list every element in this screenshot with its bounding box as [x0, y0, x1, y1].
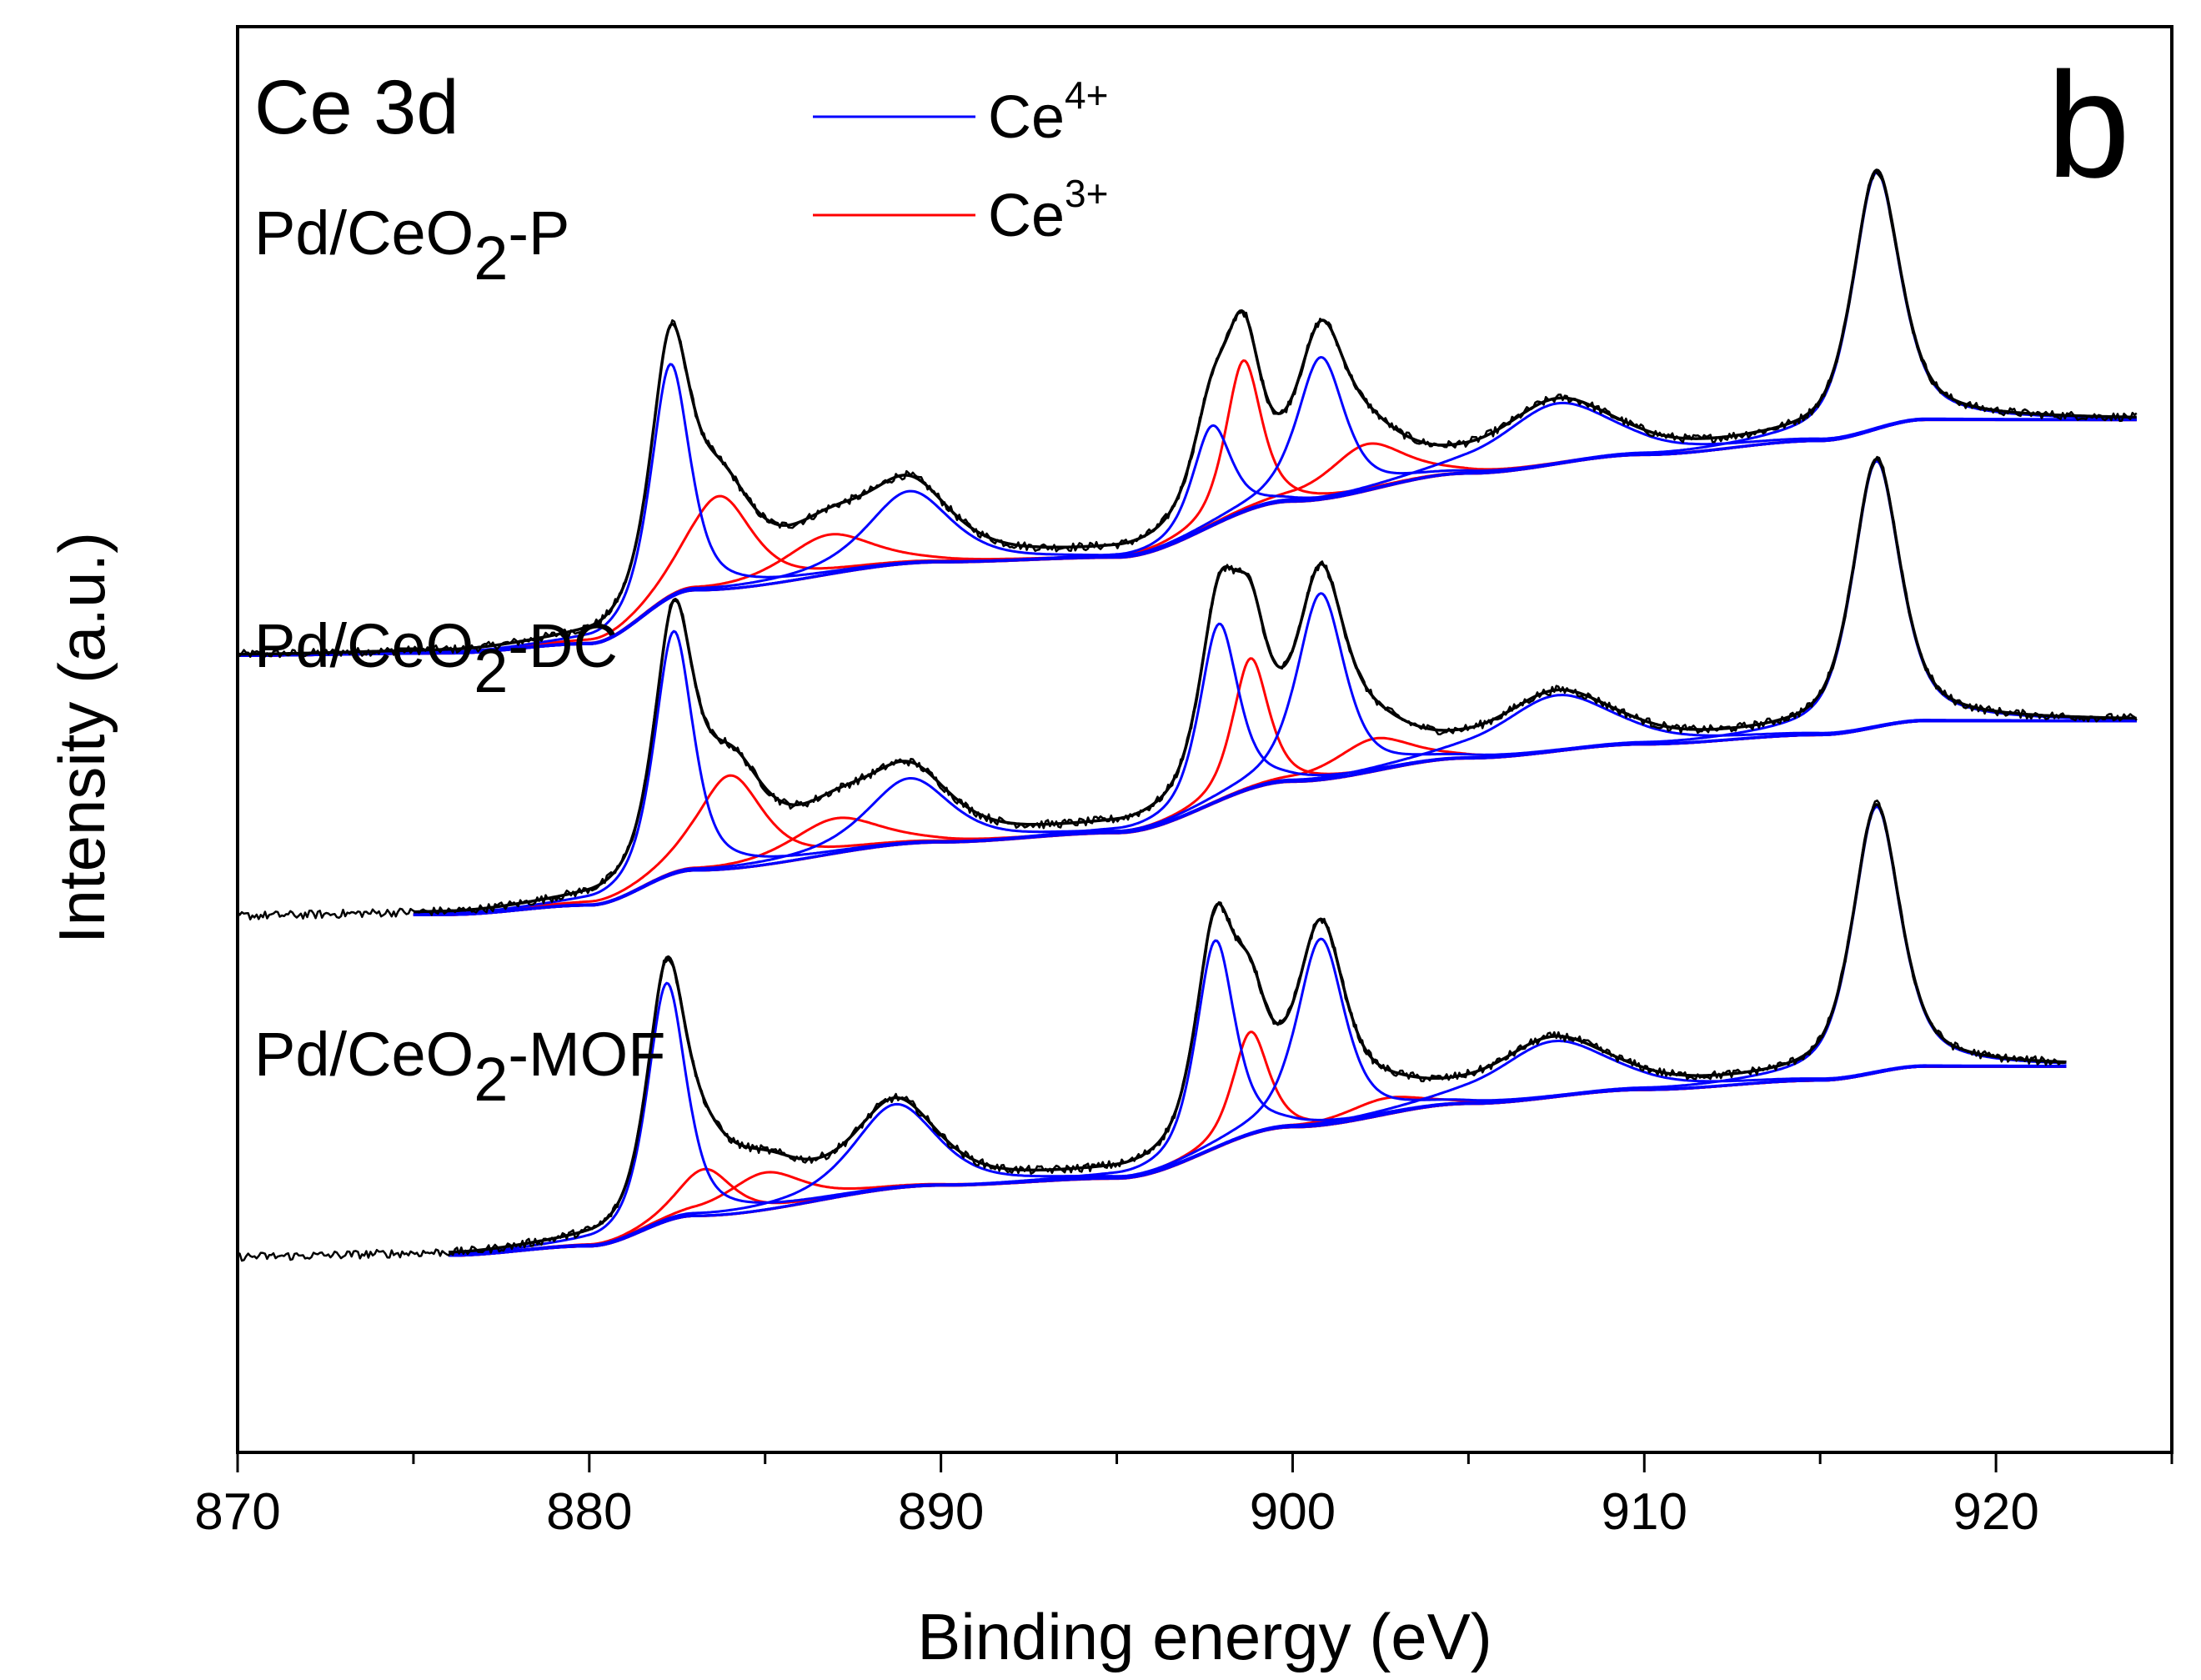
x-tick-label: 880 [546, 1483, 632, 1541]
sample-label-p: Pd/CeO2-P [254, 198, 569, 293]
x-tick-label: 870 [194, 1483, 280, 1541]
x-tick-label: 900 [1250, 1483, 1336, 1541]
x-axis: 870 880 890 900 910 920 [194, 1452, 2173, 1541]
chart-title: Ce 3d [254, 65, 459, 150]
plot-frame [236, 25, 2173, 1454]
y-axis-title: Intensity (a.u.) [45, 532, 118, 944]
ce4-component-peak [449, 805, 2067, 1257]
x-axis-title: Binding energy (eV) [917, 1600, 1492, 1673]
x-tick-label: 920 [1953, 1483, 2038, 1541]
ce4-component-peak [238, 171, 2137, 657]
legend-label-ce4: Ce4+ [988, 73, 1109, 151]
x-tick-label: 890 [898, 1483, 984, 1541]
series-layer [238, 168, 2138, 1262]
x-tick-label: 910 [1602, 1483, 1687, 1541]
legend-label-ce3: Ce3+ [988, 172, 1109, 249]
legend: Ce4+ Ce3+ [813, 73, 1109, 249]
sample-label-dc: Pd/CeO2-DC [254, 611, 618, 705]
panel-label: b [2047, 42, 2130, 209]
raw-spectrum [238, 799, 2066, 1262]
sample-label-mof: Pd/CeO2-MOF [254, 1020, 665, 1114]
raw-spectrum [238, 169, 2138, 659]
raw-spectrum [238, 455, 2138, 920]
